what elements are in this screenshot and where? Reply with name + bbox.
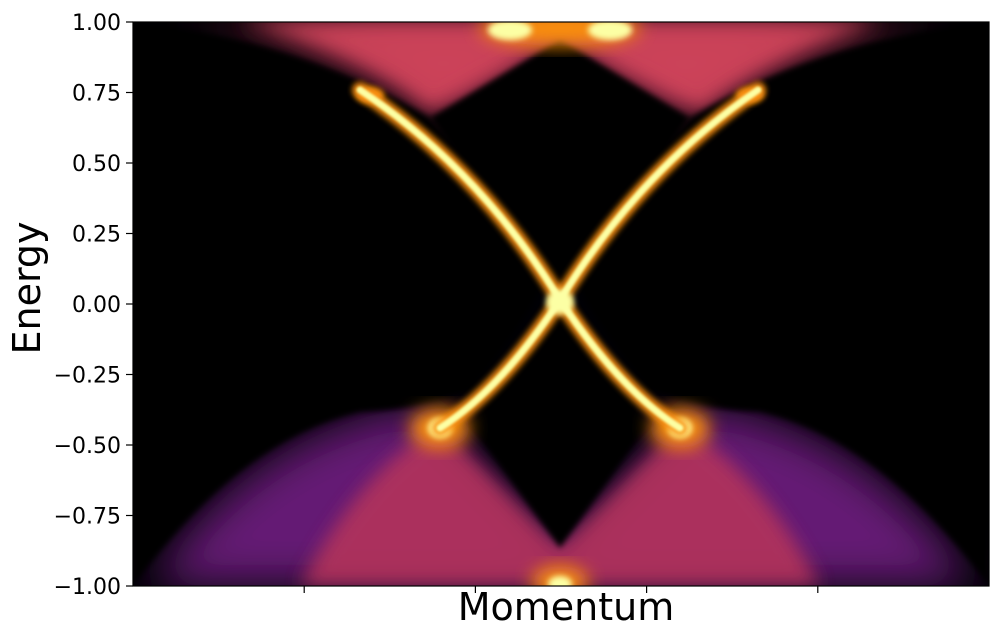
bottom-bright-spot-core (548, 576, 572, 586)
y-tick-label: −0.25 (54, 364, 121, 389)
y-tick-label: −0.75 (54, 505, 121, 530)
right-dark-region (580, 22, 989, 586)
y-tick-label: 0.50 (72, 152, 121, 177)
y-tick-label: −1.00 (54, 575, 121, 600)
left-dark-region (133, 22, 540, 586)
upper-gap-diamond (430, 40, 690, 290)
x-axis (303, 586, 819, 593)
y-axis: −1.00 −0.75 −0.50 −0.25 0.00 0.25 0.50 0.75 1.00 (54, 11, 133, 600)
y-tick-label: 0.25 (72, 223, 121, 248)
x-axis-title: Momentum (458, 585, 675, 629)
y-axis-title: Energy (5, 221, 49, 354)
upper-continuum-core (240, 22, 880, 110)
lower-continuum-core (300, 425, 820, 586)
band-left-core (356, 86, 565, 432)
top-bright-spot-left (488, 22, 532, 40)
heatmap-image (133, 22, 989, 586)
band-right-core (555, 86, 762, 432)
y-tick-label: 1.00 (72, 11, 121, 36)
y-tick-label: 0.00 (72, 293, 121, 318)
top-bright-spot-right (588, 22, 632, 40)
dirac-point (546, 290, 574, 314)
y-tick-label: −0.50 (54, 434, 121, 459)
y-tick-label: 0.75 (72, 82, 121, 107)
band-core (356, 86, 762, 432)
